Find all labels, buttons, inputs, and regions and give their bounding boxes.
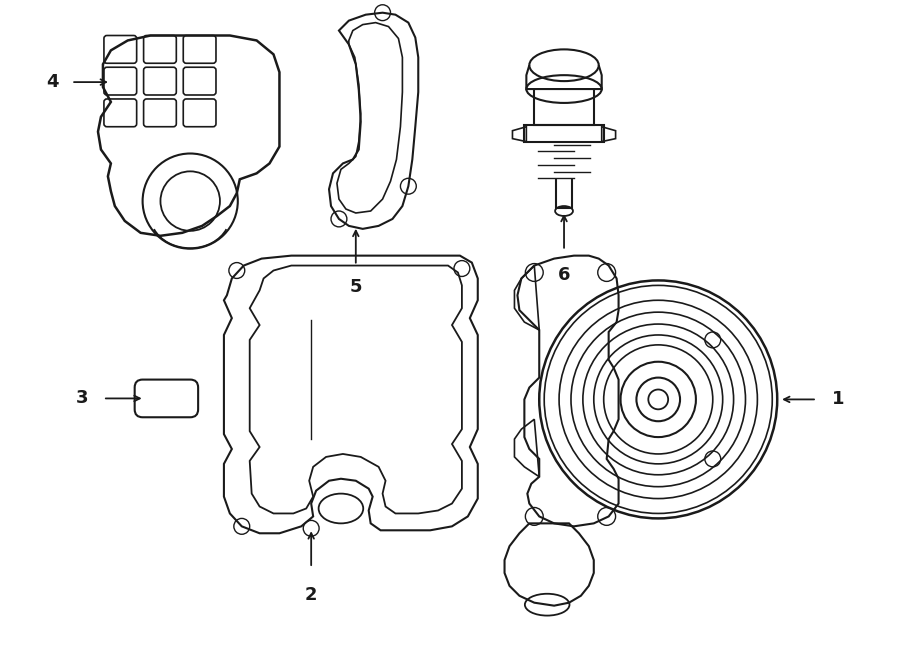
Text: 1: 1 <box>832 391 844 408</box>
Text: 3: 3 <box>76 389 88 407</box>
Text: 6: 6 <box>558 266 571 284</box>
Text: 5: 5 <box>349 278 362 296</box>
Text: 4: 4 <box>46 73 58 91</box>
Text: 2: 2 <box>305 586 318 604</box>
